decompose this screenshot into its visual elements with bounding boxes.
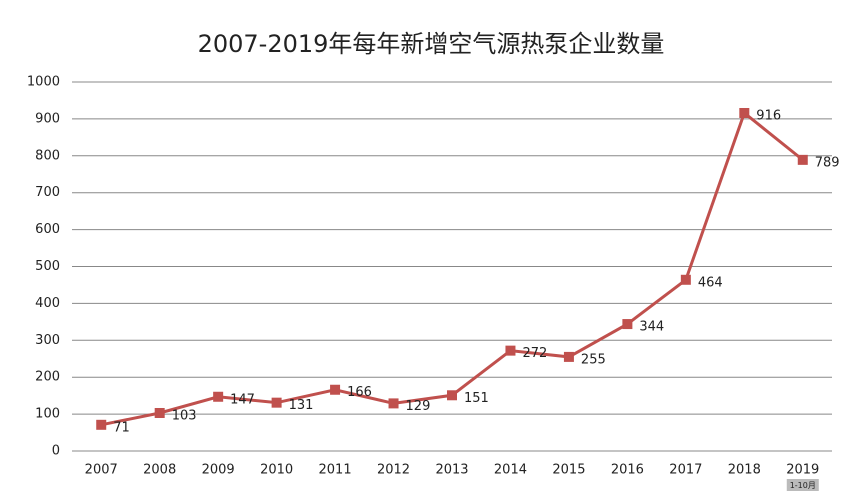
marker — [680, 274, 691, 285]
data-label: 272 — [522, 346, 547, 361]
y-tick-label: 900 — [35, 111, 60, 126]
marker — [563, 351, 574, 362]
marker — [797, 154, 808, 165]
y-tick-label: 800 — [35, 148, 60, 163]
y-tick-label: 300 — [35, 333, 60, 348]
data-label: 166 — [347, 385, 372, 400]
marker — [271, 397, 282, 408]
data-label: 71 — [113, 420, 130, 435]
data-label: 151 — [464, 391, 489, 406]
y-tick-label: 0 — [52, 444, 60, 459]
data-label: 464 — [698, 275, 723, 290]
marker — [622, 319, 633, 330]
marker — [739, 107, 750, 118]
marker — [154, 407, 165, 418]
x-tick-label: 2017 — [669, 463, 702, 478]
x-tick-label: 2016 — [611, 463, 644, 478]
marker — [447, 390, 457, 401]
x-tick-label: 2008 — [143, 463, 176, 478]
y-tick-label: 500 — [35, 259, 60, 274]
marker — [213, 391, 224, 402]
y-tick-label: 700 — [35, 185, 60, 200]
x-tick-label: 2011 — [319, 463, 352, 478]
x-tick-label: 2018 — [728, 463, 761, 478]
data-label: 344 — [639, 320, 664, 335]
data-label: 916 — [756, 108, 781, 123]
annotation: 1-10月 — [790, 481, 816, 490]
x-tick-label: 2012 — [377, 463, 410, 478]
marker — [330, 384, 341, 395]
y-tick-label: 600 — [35, 222, 60, 237]
marker — [96, 419, 107, 430]
x-tick-label: 2009 — [202, 463, 235, 478]
marker — [505, 345, 516, 356]
chart-title: 2007-2019年每年新增空气源热泵企业数量 — [198, 30, 665, 58]
y-tick-label: 400 — [35, 296, 60, 311]
annotation-box — [786, 479, 819, 491]
y-tick-label: 1000 — [27, 75, 60, 90]
y-tick-label: 100 — [35, 407, 60, 422]
data-label: 255 — [581, 352, 606, 367]
x-tick-label: 2014 — [494, 463, 527, 478]
data-label: 131 — [289, 398, 314, 413]
marker — [388, 398, 399, 409]
y-tick-label: 200 — [35, 370, 60, 385]
x-tick-label: 2013 — [435, 463, 468, 478]
data-label: 103 — [172, 408, 197, 423]
x-tick-label: 2019 — [786, 463, 819, 478]
data-label: 129 — [406, 399, 431, 414]
data-label: 789 — [815, 155, 840, 170]
x-tick-label: 2015 — [552, 463, 585, 478]
x-tick-label: 2010 — [260, 463, 293, 478]
x-tick-label: 2007 — [85, 463, 118, 478]
data-label: 147 — [230, 392, 255, 407]
line — [100, 110, 804, 427]
